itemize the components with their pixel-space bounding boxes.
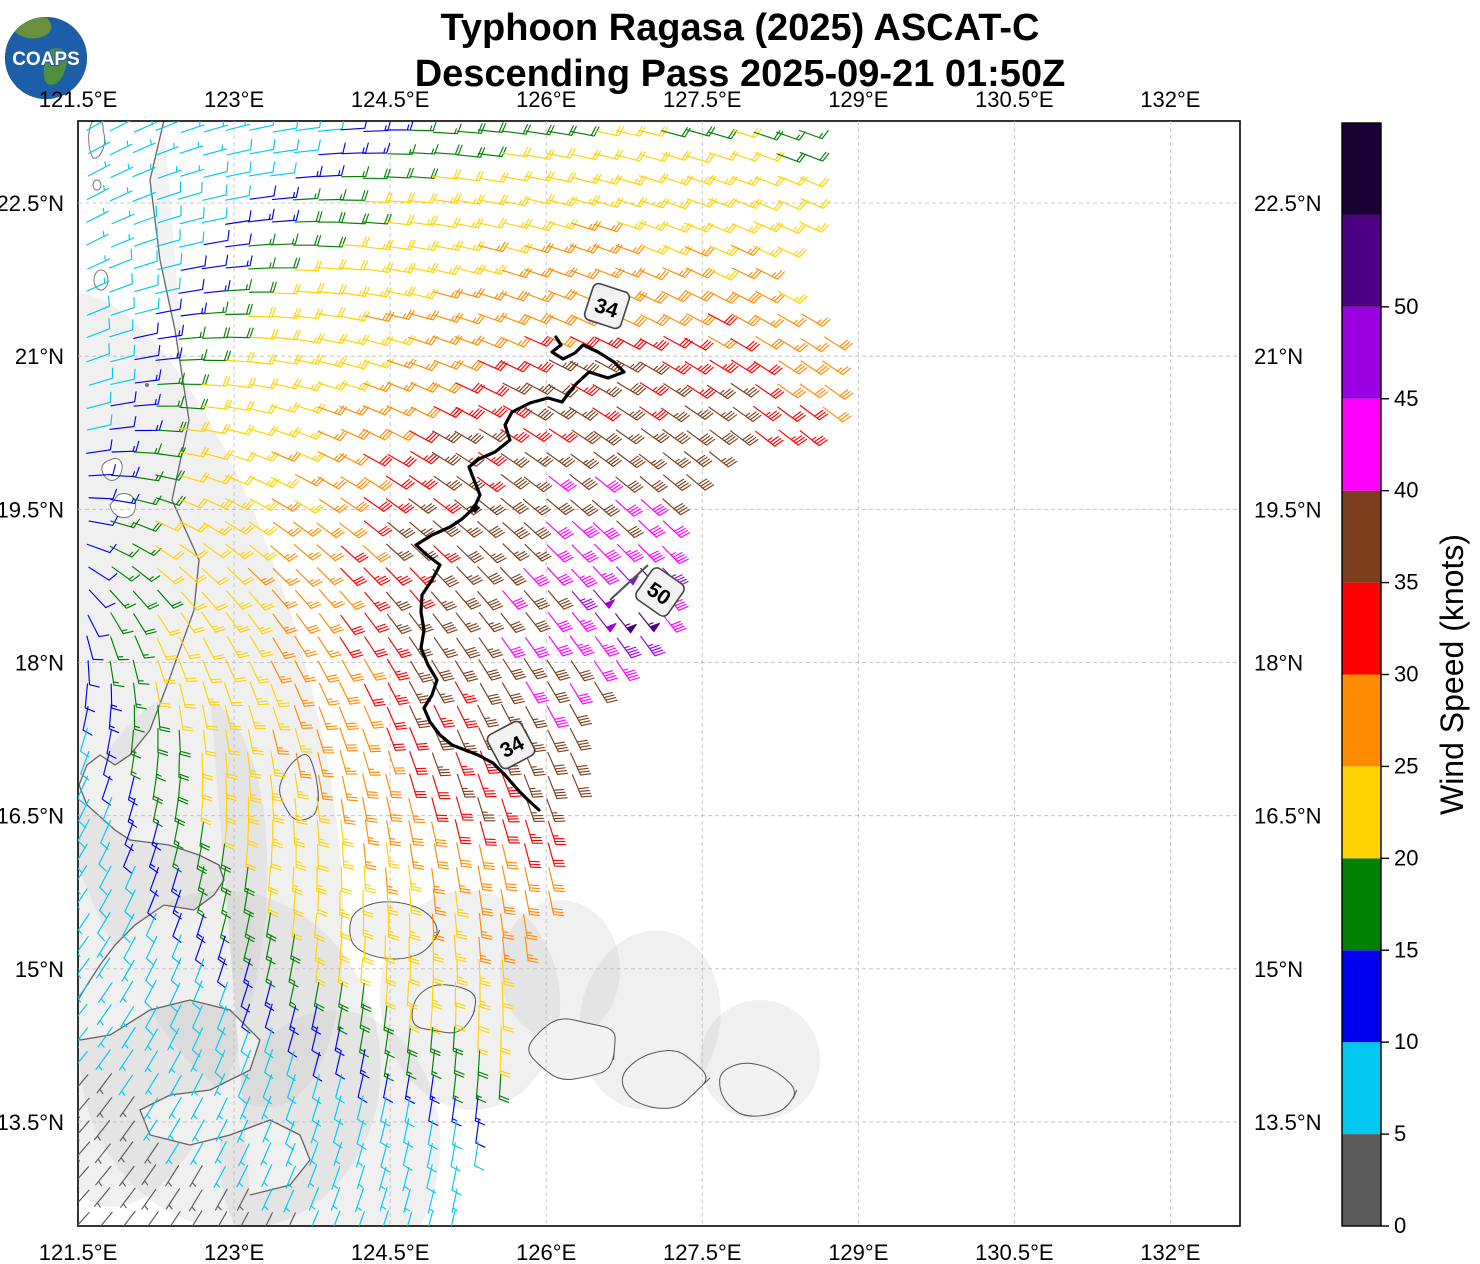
svg-text:13.5°N: 13.5°N — [0, 1110, 64, 1135]
svg-text:19.5°N: 19.5°N — [0, 497, 64, 522]
svg-text:130.5°E: 130.5°E — [975, 1240, 1054, 1264]
svg-text:15°N: 15°N — [15, 957, 64, 982]
svg-text:0: 0 — [1394, 1213, 1406, 1238]
svg-text:124.5°E: 124.5°E — [351, 1240, 430, 1264]
svg-text:18°N: 18°N — [15, 650, 64, 675]
svg-text:45: 45 — [1394, 386, 1418, 411]
svg-text:COAPS: COAPS — [12, 49, 80, 70]
svg-text:132°E: 132°E — [1140, 1240, 1200, 1264]
svg-text:126°E: 126°E — [516, 1240, 576, 1264]
svg-text:50: 50 — [1394, 294, 1418, 319]
svg-text:19.5°N: 19.5°N — [1254, 497, 1322, 522]
svg-text:13.5°N: 13.5°N — [1254, 1110, 1322, 1135]
svg-text:15°N: 15°N — [1254, 957, 1303, 982]
svg-text:21°N: 21°N — [15, 344, 64, 369]
svg-text:16.5°N: 16.5°N — [0, 804, 64, 829]
svg-text:40: 40 — [1394, 478, 1418, 503]
svg-text:22.5°N: 22.5°N — [1254, 191, 1322, 216]
svg-text:30: 30 — [1394, 662, 1418, 687]
svg-text:121.5°E: 121.5°E — [39, 1240, 118, 1264]
svg-text:15: 15 — [1394, 937, 1418, 962]
svg-text:124.5°E: 124.5°E — [351, 87, 430, 112]
svg-text:16.5°N: 16.5°N — [1254, 804, 1322, 829]
svg-text:123°E: 123°E — [204, 87, 264, 112]
svg-text:22.5°N: 22.5°N — [0, 191, 64, 216]
svg-text:20: 20 — [1394, 845, 1418, 870]
svg-text:123°E: 123°E — [204, 1240, 264, 1264]
svg-text:121.5°E: 121.5°E — [39, 87, 118, 112]
svg-text:126°E: 126°E — [516, 87, 576, 112]
svg-text:129°E: 129°E — [828, 1240, 888, 1264]
svg-text:18°N: 18°N — [1254, 650, 1303, 675]
svg-text:127.5°E: 127.5°E — [663, 87, 742, 112]
svg-text:130.5°E: 130.5°E — [975, 87, 1054, 112]
svg-text:35: 35 — [1394, 570, 1418, 595]
svg-text:132°E: 132°E — [1140, 87, 1200, 112]
svg-text:129°E: 129°E — [828, 87, 888, 112]
svg-text:Typhoon Ragasa (2025) ASCAT-C: Typhoon Ragasa (2025) ASCAT-C — [441, 7, 1040, 49]
svg-text:5: 5 — [1394, 1121, 1406, 1146]
svg-text:25: 25 — [1394, 753, 1418, 778]
svg-text:127.5°E: 127.5°E — [663, 1240, 742, 1264]
svg-text:21°N: 21°N — [1254, 344, 1303, 369]
svg-text:Wind Speed (knots): Wind Speed (knots) — [1434, 534, 1470, 815]
svg-text:10: 10 — [1394, 1029, 1418, 1054]
